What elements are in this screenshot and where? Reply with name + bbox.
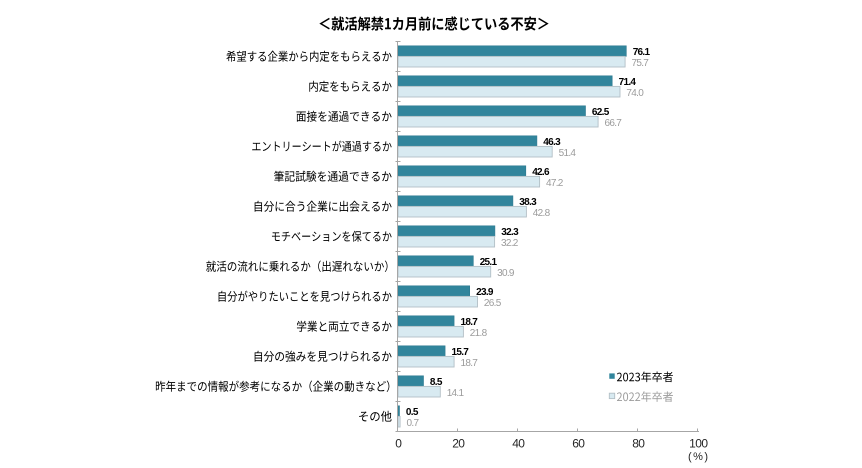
svg-text:51.4: 51.4 [559,148,577,159]
svg-text:66.7: 66.7 [605,118,623,129]
svg-text:42.8: 42.8 [533,208,551,219]
svg-text:0.7: 0.7 [407,418,420,429]
svg-text:0.5: 0.5 [406,407,419,418]
svg-text:38.3: 38.3 [519,197,537,208]
svg-text:18.7: 18.7 [461,317,479,328]
svg-text:0: 0 [395,437,402,451]
svg-text:40: 40 [512,437,525,451]
svg-text:80: 80 [632,437,645,451]
svg-text:(%): (%) [688,451,710,463]
svg-text:47.2: 47.2 [546,178,564,189]
svg-text:30.9: 30.9 [497,268,515,279]
svg-text:32.2: 32.2 [501,238,519,249]
svg-text:32.3: 32.3 [501,227,519,238]
svg-text:100: 100 [689,437,708,451]
svg-text:74.0: 74.0 [626,88,644,99]
svg-text:21.8: 21.8 [470,328,488,339]
svg-text:8.5: 8.5 [430,377,443,388]
svg-text:20: 20 [452,437,465,451]
svg-text:75.7: 75.7 [632,58,650,69]
svg-text:18.7: 18.7 [461,358,479,369]
svg-text:15.7: 15.7 [452,347,470,358]
svg-text:76.1: 76.1 [633,47,651,58]
svg-text:62.5: 62.5 [592,107,610,118]
svg-text:71.4: 71.4 [619,77,637,88]
svg-text:14.1: 14.1 [447,388,465,399]
svg-text:46.3: 46.3 [543,137,561,148]
svg-text:25.1: 25.1 [480,257,498,268]
svg-text:60: 60 [572,437,585,451]
svg-text:23.9: 23.9 [476,287,494,298]
svg-text:26.5: 26.5 [484,298,502,309]
svg-text:42.6: 42.6 [532,167,550,178]
